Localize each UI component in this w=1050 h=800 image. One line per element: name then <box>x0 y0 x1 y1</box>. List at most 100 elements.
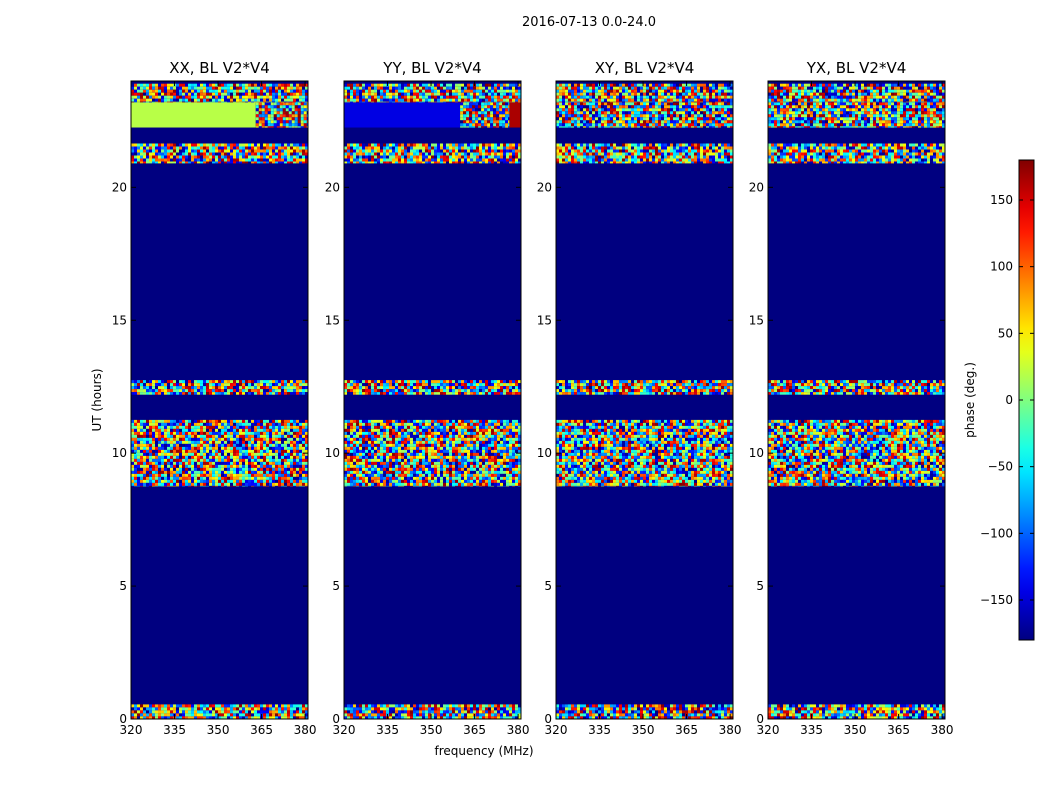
panel-title: YX, BL V2*V4 <box>806 59 907 77</box>
y-tick-label: 20 <box>749 180 764 194</box>
heatmap-band <box>768 704 945 719</box>
heatmap-band <box>556 102 733 128</box>
panel-2: YY, BL V2*V4 320 335 350 365 380 0 5 10 15 20 <box>325 59 530 737</box>
y-tick-label: 10 <box>537 446 552 460</box>
x-tick-label: 335 <box>376 723 399 737</box>
x-tick-label: 365 <box>250 723 273 737</box>
x-tick-label: 365 <box>463 723 486 737</box>
colorbar-tick-label: −150 <box>980 593 1013 607</box>
y-tick-label: 15 <box>749 313 764 327</box>
panel-4: YX, BL V2*V4 320 335 350 365 380 0 5 10 15 20 <box>749 59 954 737</box>
heatmap-band <box>768 380 945 395</box>
heatmap-band <box>556 143 733 164</box>
x-tick-label: 380 <box>507 723 530 737</box>
y-tick-label: 10 <box>749 446 764 460</box>
heatmap-band <box>255 102 308 128</box>
heatmap-band <box>768 419 945 487</box>
heatmap-band <box>344 419 521 487</box>
y-tick-label: 20 <box>112 180 127 194</box>
heatmap-band <box>768 83 945 103</box>
heatmap-band <box>460 102 510 128</box>
panel-1: XX, BL V2*V4 320 335 350 365 380 0 5 10 15 20 <box>112 59 317 737</box>
heatmap-band <box>509 102 521 128</box>
heatmap-band <box>131 419 308 487</box>
y-tick-label: 0 <box>119 712 127 726</box>
heatmap-background <box>344 81 521 719</box>
band-fill <box>131 102 256 128</box>
x-tick-label: 335 <box>588 723 611 737</box>
y-tick-label: 5 <box>544 579 552 593</box>
panel-3: XY, BL V2*V4 320 335 350 365 380 0 5 10 15 20 <box>537 59 742 737</box>
y-tick-label: 5 <box>119 579 127 593</box>
heatmap-background <box>556 81 733 719</box>
heatmap-band <box>344 83 521 103</box>
x-tick-label: 350 <box>420 723 443 737</box>
colorbar: 150 100 50 0 −50 −100 −150 <box>980 159 1035 641</box>
x-tick-label: 365 <box>675 723 698 737</box>
heatmap-band <box>768 143 945 164</box>
x-tick-label: 320 <box>120 723 143 737</box>
colorbar-tick-label: 0 <box>1005 393 1013 407</box>
x-tick-label: 380 <box>294 723 317 737</box>
heatmap-band <box>344 380 521 395</box>
colorbar-tick-label: 50 <box>998 326 1013 340</box>
heatmap-band <box>344 143 521 164</box>
y-tick-label: 0 <box>544 712 552 726</box>
heatmap-band <box>556 83 733 103</box>
band-fill <box>509 102 521 128</box>
y-tick-label: 10 <box>112 446 127 460</box>
y-tick-label: 15 <box>112 313 127 327</box>
heatmap-band <box>131 102 256 128</box>
heatmap-band <box>131 380 308 395</box>
y-tick-label: 20 <box>325 180 340 194</box>
x-tick-label: 380 <box>719 723 742 737</box>
heatmap-band <box>131 83 308 103</box>
figure-suptitle: 2016-07-13 0.0-24.0 <box>522 15 656 30</box>
x-tick-label: 320 <box>333 723 356 737</box>
y-tick-label: 0 <box>756 712 764 726</box>
y-tick-label: 5 <box>332 579 340 593</box>
y-tick-label: 10 <box>325 446 340 460</box>
heatmap-band <box>556 704 733 719</box>
heatmap-band <box>344 102 461 128</box>
y-axis-label: UT (hours) <box>90 368 104 431</box>
panel-frame <box>130 80 309 720</box>
panel-frame <box>767 80 946 720</box>
colorbar-tick-label: 100 <box>990 260 1013 274</box>
x-tick-label: 350 <box>632 723 655 737</box>
x-tick-label: 365 <box>887 723 910 737</box>
x-tick-label: 335 <box>163 723 186 737</box>
x-tick-label: 350 <box>207 723 230 737</box>
colorbar-tick-label: 150 <box>990 193 1013 207</box>
colorbar-label: phase (deg.) <box>963 362 977 438</box>
heatmap-band <box>131 143 308 164</box>
heatmap-background <box>131 81 308 719</box>
y-tick-label: 5 <box>756 579 764 593</box>
band-fill <box>344 102 461 128</box>
panel-frame <box>555 80 734 720</box>
colorbar-tick-label: −50 <box>988 460 1013 474</box>
heatmap-band <box>556 419 733 487</box>
x-axis-label: frequency (MHz) <box>434 744 533 758</box>
x-tick-label: 335 <box>800 723 823 737</box>
y-tick-label: 20 <box>537 180 552 194</box>
heatmap-band <box>344 704 521 719</box>
heatmap-band <box>768 102 945 128</box>
colorbar-tick-label: −100 <box>980 526 1013 540</box>
heatmap-band <box>131 704 308 719</box>
panel-title: XX, BL V2*V4 <box>169 59 270 77</box>
x-tick-label: 320 <box>545 723 568 737</box>
panel-title: XY, BL V2*V4 <box>595 59 695 77</box>
panel-title: YY, BL V2*V4 <box>382 59 481 77</box>
heatmap-background <box>768 81 945 719</box>
x-tick-label: 320 <box>757 723 780 737</box>
panel-frame <box>343 80 522 720</box>
y-tick-label: 0 <box>332 712 340 726</box>
heatmap-band <box>556 380 733 395</box>
y-tick-label: 15 <box>325 313 340 327</box>
x-tick-label: 350 <box>844 723 867 737</box>
x-tick-label: 380 <box>931 723 954 737</box>
y-tick-label: 15 <box>537 313 552 327</box>
